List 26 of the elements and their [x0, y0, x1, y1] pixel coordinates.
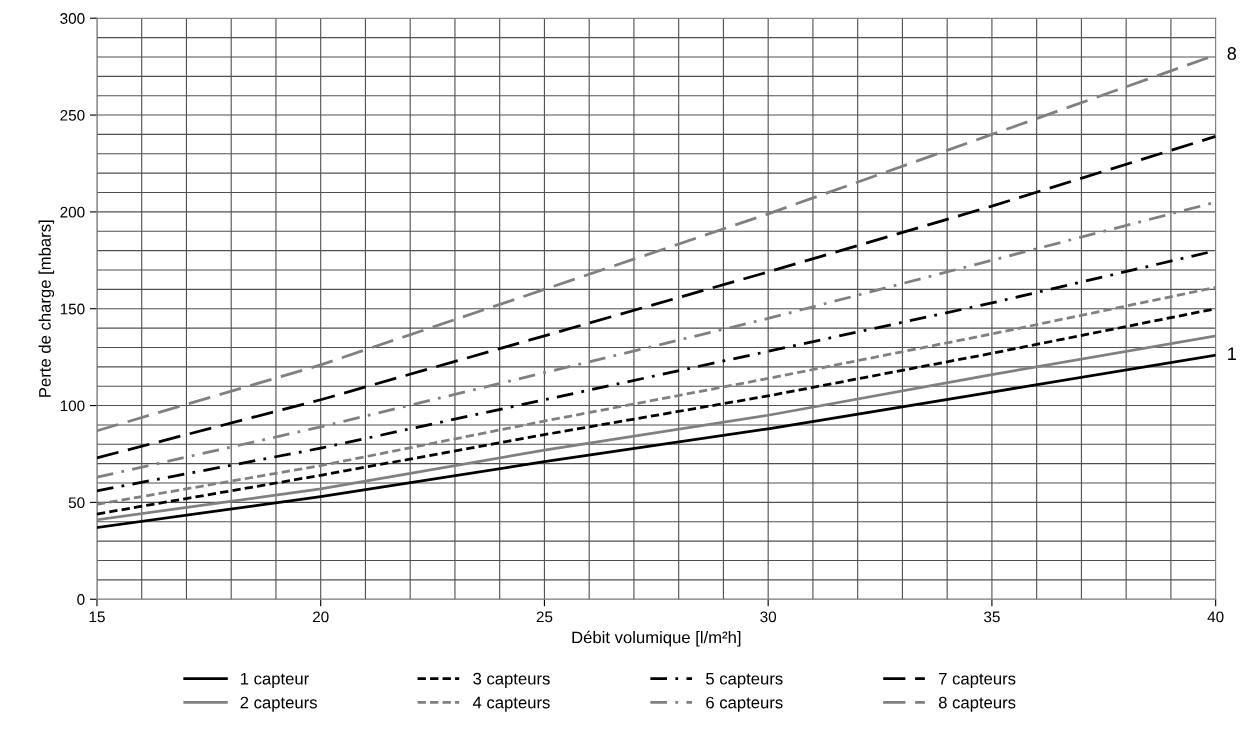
y-axis-title: Perte de charge [mbars] [38, 220, 55, 397]
y-tick-label: 0 [77, 594, 85, 605]
annotation: 1 [1228, 347, 1236, 360]
legend-label: 3 capteurs [473, 672, 550, 688]
legend-label: 4 capteurs [472, 696, 550, 712]
y-tick-label: 200 [60, 206, 85, 218]
y-tick-label: 300 [60, 13, 85, 24]
legend-label: 2 capteurs [240, 696, 317, 712]
y-tick-label: 250 [60, 109, 85, 121]
y-tick-label: 100 [60, 400, 85, 412]
legend-label: 6 capteurs [706, 696, 783, 712]
x-tick-label: 40 [1207, 611, 1224, 623]
annotation: 8 [1227, 47, 1237, 60]
y-tick-label: 50 [68, 497, 85, 509]
x-tick-label: 25 [536, 611, 553, 623]
legend-label: 1 capteur [241, 672, 309, 688]
x-tick-label: 20 [312, 611, 329, 623]
x-tick-label: 35 [984, 611, 1000, 623]
y-tick-label: 150 [60, 303, 85, 315]
x-axis-title: Débit volumique [l/m²h] [572, 630, 741, 647]
legend-label: 8 capteurs [938, 696, 1016, 712]
line-series [96, 134, 1216, 460]
legend-label: 7 capteurs [939, 672, 1016, 688]
legend-label: 5 capteurs [706, 672, 783, 688]
x-tick-label: 15 [89, 611, 105, 623]
x-tick-label: 30 [760, 611, 777, 623]
